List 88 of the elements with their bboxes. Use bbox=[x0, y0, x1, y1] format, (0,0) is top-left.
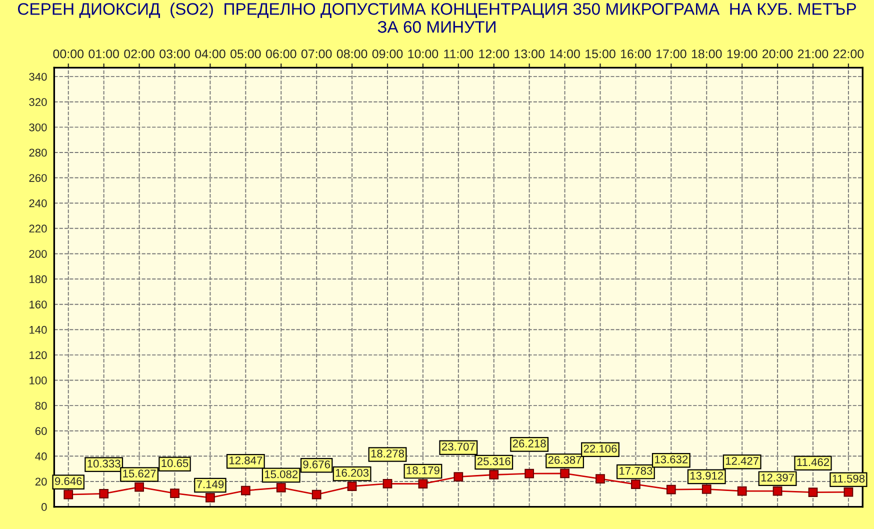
data-label: 10.65 bbox=[162, 459, 188, 468]
y-tick-label: 80 bbox=[35, 402, 47, 410]
data-label: 17.783 bbox=[620, 466, 652, 475]
x-tick-label: 07:00 bbox=[301, 49, 332, 58]
data-label: 22.106 bbox=[584, 444, 617, 453]
data-label: 11.598 bbox=[832, 474, 865, 483]
point bbox=[524, 468, 534, 478]
point bbox=[454, 472, 464, 482]
data-label: 11.462 bbox=[797, 458, 830, 466]
point bbox=[240, 486, 250, 496]
point bbox=[134, 482, 144, 492]
data-label: 9.676 bbox=[303, 460, 330, 468]
x-tick-label: 15:00 bbox=[586, 49, 616, 58]
point bbox=[99, 489, 109, 498]
x-tick-label: 18:00 bbox=[692, 49, 722, 58]
y-tick-label: 180 bbox=[30, 275, 47, 284]
x-tick-label: 03:00 bbox=[160, 49, 190, 58]
y-tick-label: 200 bbox=[29, 250, 47, 258]
x-tick-label: 02:00 bbox=[124, 49, 154, 58]
point bbox=[666, 484, 676, 494]
x-tick-label: 22:00 bbox=[833, 49, 864, 58]
point bbox=[631, 480, 640, 489]
x-tick-label: 14:00 bbox=[550, 49, 580, 58]
y-tick-label: 160 bbox=[30, 300, 47, 308]
point bbox=[844, 487, 854, 497]
data-label: 16.203 bbox=[336, 468, 369, 477]
point bbox=[737, 486, 747, 496]
x-tick-label: 05:00 bbox=[230, 49, 261, 58]
point bbox=[206, 493, 215, 502]
data-label: 15.627 bbox=[123, 470, 156, 478]
data-label: 12.847 bbox=[230, 456, 262, 464]
data-label: 23.707 bbox=[442, 442, 475, 451]
x-tick-label: 04:00 bbox=[195, 49, 226, 58]
data-label: 18.179 bbox=[406, 466, 440, 474]
data-label: 25.316 bbox=[477, 457, 510, 466]
chart-title: СЕРЕН ДИОКСИД (SO2) ПРЕДЕЛНО ДОПУСТИМА КОНЦЕНТРАЦИЯ 350 МИКРОГРАМА НА КУБ. МЕТЪР ЗА 60 МИНУТИ bbox=[18, 2, 856, 33]
point bbox=[702, 484, 712, 494]
x-tick-label: 19:00 bbox=[727, 49, 758, 58]
x-tick-label: 09:00 bbox=[372, 49, 403, 58]
y-tick-label: 320 bbox=[29, 98, 47, 106]
data-label: 9.646 bbox=[54, 477, 82, 486]
data-label: 12.397 bbox=[761, 474, 794, 482]
point bbox=[772, 486, 782, 496]
y-tick-label: 220 bbox=[29, 224, 47, 233]
data-label: 10.333 bbox=[88, 460, 120, 468]
data-label: 7.149 bbox=[196, 480, 224, 488]
data-label: 15.082 bbox=[264, 470, 298, 478]
data-label: 18.278 bbox=[371, 450, 404, 458]
point bbox=[347, 482, 357, 491]
y-tick-label: 280 bbox=[29, 148, 47, 157]
x-tick-label: 11:00 bbox=[444, 49, 474, 58]
point bbox=[418, 479, 428, 488]
point bbox=[382, 478, 392, 488]
y-tick-label: 300 bbox=[29, 123, 47, 132]
y-tick-label: 340 bbox=[29, 72, 47, 81]
x-tick-label: 20:00 bbox=[762, 49, 793, 58]
y-tick-label: 260 bbox=[29, 174, 47, 182]
x-tick-label: 08:00 bbox=[336, 49, 368, 58]
y-tick-label: 0 bbox=[42, 503, 47, 511]
x-tick-label: 01:00 bbox=[88, 49, 119, 58]
x-tick-label: 13:00 bbox=[514, 49, 544, 58]
y-tick-label: 60 bbox=[35, 427, 47, 435]
point bbox=[170, 488, 180, 498]
x-tick-label: 21:00 bbox=[798, 49, 828, 58]
point bbox=[560, 468, 570, 478]
data-label: 12.427 bbox=[726, 457, 759, 465]
y-tick-label: 40 bbox=[35, 452, 47, 460]
point bbox=[808, 488, 818, 497]
data-label: 26.218 bbox=[512, 440, 546, 448]
y-tick-label: 140 bbox=[30, 326, 47, 334]
data-label: 13.912 bbox=[690, 472, 724, 480]
point bbox=[276, 483, 286, 492]
data-label: 26.387 bbox=[548, 456, 582, 464]
x-tick-label: 10:00 bbox=[408, 49, 438, 58]
data-label: 13.632 bbox=[655, 455, 688, 464]
y-tick-label: 20 bbox=[35, 478, 47, 486]
point bbox=[64, 490, 74, 500]
y-tick-label: 100 bbox=[30, 376, 47, 384]
x-tick-label: 00:00 bbox=[53, 49, 84, 58]
x-tick-label: 17:00 bbox=[656, 49, 686, 58]
x-tick-label: 16:00 bbox=[621, 49, 651, 58]
x-tick-label: 06:00 bbox=[266, 49, 296, 58]
point bbox=[596, 474, 605, 484]
y-tick-label: 120 bbox=[30, 351, 47, 360]
point bbox=[312, 490, 322, 500]
x-tick-label: 12:00 bbox=[479, 49, 510, 58]
point bbox=[489, 470, 499, 480]
y-tick-label: 240 bbox=[29, 199, 47, 208]
